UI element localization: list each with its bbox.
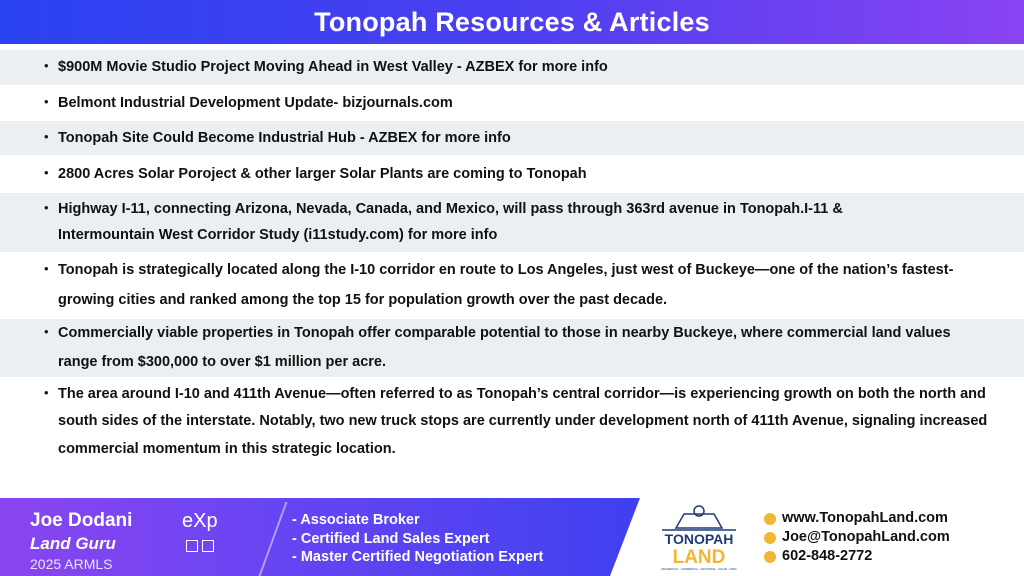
email-link[interactable]: Joe@TonopahLand.com [782, 529, 950, 545]
role-item: - Associate Broker [292, 512, 420, 528]
list-item: Tonopah Site Could Become Industrial Hub… [0, 121, 1024, 155]
list-item: Commercially viable properties in Tonopa… [0, 319, 1024, 377]
page-title: Tonopah Resources & Articles [314, 6, 710, 37]
role-item: - Master Certified Negotiation Expert [292, 549, 544, 565]
roles-list: - Associate Broker - Certified Land Sale… [292, 511, 543, 567]
svg-text:RESIDENTIAL · COMMERCIAL · IND: RESIDENTIAL · COMMERCIAL · INDUSTRIAL · … [662, 567, 737, 571]
agent-name: Joe Dodani [30, 510, 133, 531]
contact-email[interactable]: Joe@TonopahLand.com [764, 528, 950, 547]
mls-equal-housing-icons [186, 540, 214, 552]
footer-banner [0, 498, 640, 576]
list-item: The area around I-10 and 411th Avenue—of… [0, 378, 1024, 466]
article-link[interactable]: Highway I-11, connecting Arizona, Nevada… [44, 197, 904, 248]
tonopah-land-logo: TONOPAH LAND RESIDENTIAL · COMMERCIAL · … [662, 505, 737, 571]
footer: Joe Dodani Land Guru 2025 ARMLS eXp - As… [0, 498, 1024, 576]
email-icon [764, 531, 776, 544]
list-item: 2800 Acres Solar Poroject & other larger… [0, 156, 1024, 192]
mls-icon [186, 540, 198, 552]
article-text: Tonopah is strategically located along t… [44, 256, 974, 315]
article-link[interactable]: 2800 Acres Solar Poroject & other larger… [44, 160, 587, 188]
list-item: Belmont Industrial Development Update- b… [0, 86, 1024, 120]
page-header: Tonopah Resources & Articles [0, 0, 1024, 44]
list-item: Highway I-11, connecting Arizona, Nevada… [0, 193, 1024, 252]
article-link[interactable]: $900M Movie Studio Project Moving Ahead … [44, 53, 608, 81]
list-item: $900M Movie Studio Project Moving Ahead … [0, 50, 1024, 85]
article-text: Commercially viable properties in Tonopa… [44, 319, 954, 377]
watermark: 2025 ARMLS [30, 556, 113, 572]
svg-text:LAND: LAND [673, 547, 726, 568]
svg-text:TONOPAH: TONOPAH [665, 531, 734, 547]
role-item: - Certified Land Sales Expert [292, 530, 490, 547]
exp-logo: eXp [182, 510, 218, 532]
contact-phone[interactable]: 602-848-2772 [764, 547, 950, 566]
article-link[interactable]: Belmont Industrial Development Update- b… [44, 89, 453, 117]
globe-icon [764, 512, 776, 525]
article-text: The area around I-10 and 411th Avenue—of… [44, 381, 988, 464]
agent-tagline: Land Guru [30, 534, 116, 553]
phone-icon [764, 550, 776, 563]
list-item: Tonopah is strategically located along t… [0, 253, 1024, 318]
article-list: $900M Movie Studio Project Moving Ahead … [0, 50, 1024, 466]
contact-list: www.TonopahLand.com Joe@TonopahLand.com … [764, 509, 950, 566]
equal-housing-icon [202, 540, 214, 552]
contact-website[interactable]: www.TonopahLand.com [764, 509, 950, 528]
article-link[interactable]: Tonopah Site Could Become Industrial Hub… [44, 124, 511, 152]
website-link[interactable]: www.TonopahLand.com [782, 510, 948, 526]
phone-link[interactable]: 602-848-2772 [782, 548, 873, 564]
